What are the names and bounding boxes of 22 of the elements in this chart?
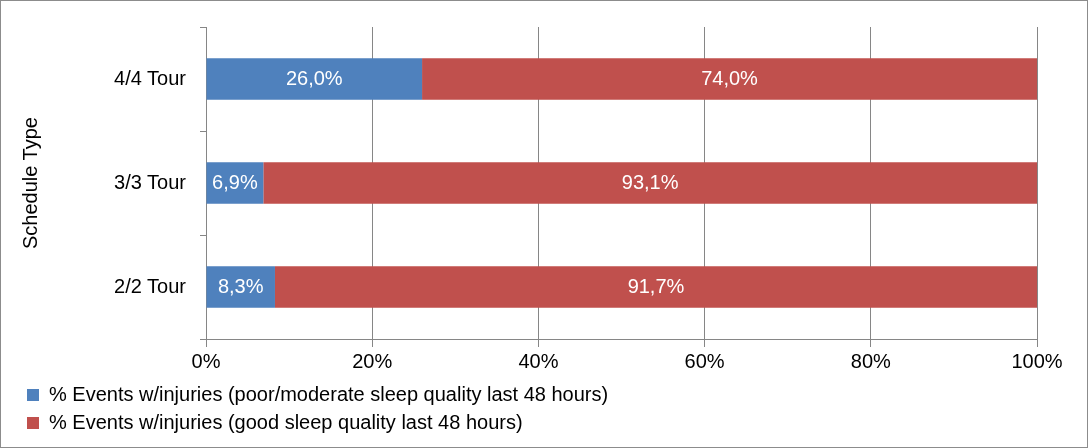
data-label: 93,1% xyxy=(621,170,679,193)
legend-label: % Events w/injuries (good sleep quality last 48 hours) xyxy=(49,410,523,433)
x-tick-label: 20% xyxy=(352,349,393,372)
data-label: 26,0% xyxy=(285,66,343,89)
x-tick-label: 40% xyxy=(518,349,559,372)
x-tick-label: 60% xyxy=(684,349,725,372)
data-label: 8,3% xyxy=(217,274,264,297)
y-axis-title: Schedule Type xyxy=(18,117,41,249)
y-tick-label: 3/3 Tour xyxy=(114,170,187,193)
data-label: 91,7% xyxy=(627,274,685,297)
x-tick-label: 80% xyxy=(850,349,892,372)
x-tick-label: 0% xyxy=(191,349,221,372)
bar xyxy=(263,162,1037,204)
y-tick-label: 4/4 Tour xyxy=(114,66,187,89)
y-tick-label: 2/2 Tour xyxy=(114,274,187,297)
bar xyxy=(206,58,423,100)
bar xyxy=(274,266,1037,308)
data-label: 74,0% xyxy=(701,66,759,89)
x-tick-label: 100% xyxy=(1011,349,1063,372)
legend-label: % Events w/injuries (poor/moderate sleep quality last 48 hours) xyxy=(49,382,609,405)
data-label: 6,9% xyxy=(212,170,258,193)
bar xyxy=(422,58,1037,100)
